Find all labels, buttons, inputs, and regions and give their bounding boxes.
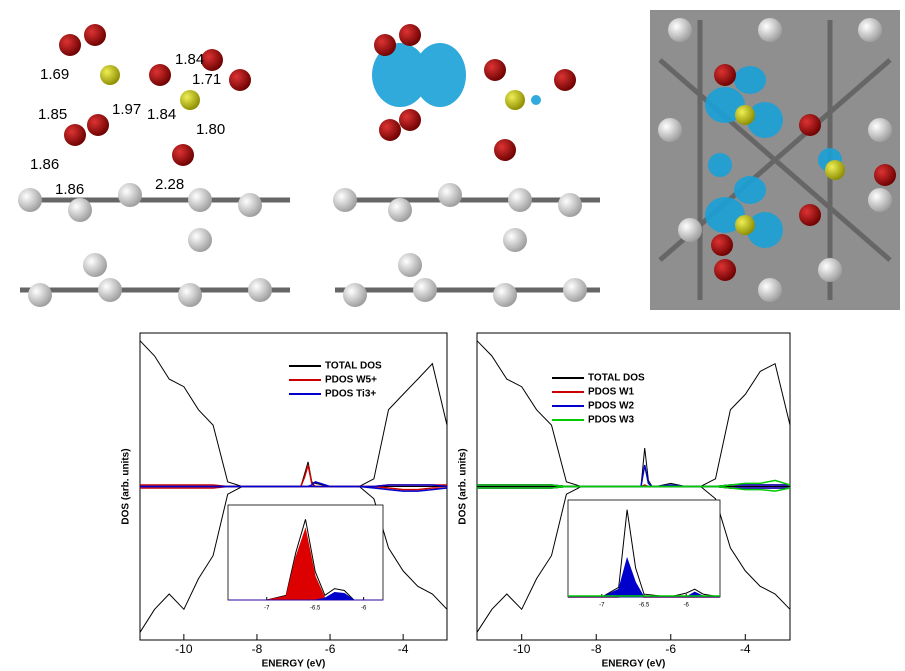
x-tick-label: -8 — [252, 642, 263, 656]
x-tick-label: -10 — [513, 642, 531, 656]
legend-label: TOTAL DOS — [588, 373, 645, 384]
x-tick-label: -6.5 — [310, 606, 321, 612]
bond-label: 2.28 — [155, 176, 184, 193]
x-tick-label: -6 — [665, 642, 676, 656]
bond-label: 1.85 — [38, 106, 67, 123]
x-tick-label: -7 — [264, 606, 270, 612]
legend-label: PDOS W3 — [588, 415, 635, 426]
legend-label: PDOS W5+ — [325, 375, 377, 386]
dos-charts: -10 -8 -6 -4 ENERGY (eV) DOS (arb. units) TOTA… — [121, 333, 790, 670]
x-tick-label: -8 — [591, 642, 602, 656]
figure: 1.69 1.84 1.71 1.85 1.97 1.84 1.80 1.86 1.86 2.28… — [0, 0, 905, 671]
x-tick-label: -7 — [599, 603, 605, 609]
legend-label: PDOS W2 — [588, 401, 635, 412]
bond-label: 1.97 — [112, 101, 141, 118]
y-axis-label: DOS (arb. units) — [121, 448, 132, 524]
x-tick-label: -4 — [740, 642, 751, 656]
bond-label: 1.86 — [30, 156, 59, 173]
bond-label: 1.69 — [40, 66, 69, 83]
bond-label: 1.86 — [55, 181, 84, 198]
y-axis-label: DOS (arb. units) — [458, 448, 469, 524]
x-tick-label: -6.5 — [639, 603, 650, 609]
x-axis-label: ENERGY (eV) — [262, 659, 326, 670]
bond-label: 1.71 — [192, 71, 221, 88]
chart: -10 -8 -6 -4 ENERGY (eV) DOS (arb. units) TOTA… — [121, 333, 447, 670]
bond-label: 1.84 — [147, 106, 176, 123]
bond-label: 1.84 — [175, 51, 204, 68]
structure-panels: 1.69 1.84 1.71 1.85 1.97 1.84 1.80 1.86 1.86 2.28 — [18, 10, 900, 310]
x-tick-label: -4 — [398, 642, 409, 656]
chart: -7 -6.5 -6 — [228, 505, 383, 612]
x-tick-label: -6 — [325, 642, 336, 656]
x-axis-label: ENERGY (eV) — [602, 659, 666, 670]
bond-label: 1.80 — [196, 121, 225, 138]
chart: -7 -6.5 -6 — [568, 500, 720, 609]
plot-frame — [568, 500, 720, 597]
legend-label: PDOS Ti3+ — [325, 389, 376, 400]
legend-label: PDOS W1 — [588, 387, 635, 398]
bond-labels: 1.69 1.84 1.71 1.85 1.97 1.84 1.80 1.86 1.86 2.28 — [30, 51, 225, 198]
x-tick-label: -10 — [175, 642, 193, 656]
x-tick-label: -6 — [684, 603, 690, 609]
legend-label: TOTAL DOS — [325, 361, 382, 372]
x-tick-label: -6 — [361, 606, 367, 612]
